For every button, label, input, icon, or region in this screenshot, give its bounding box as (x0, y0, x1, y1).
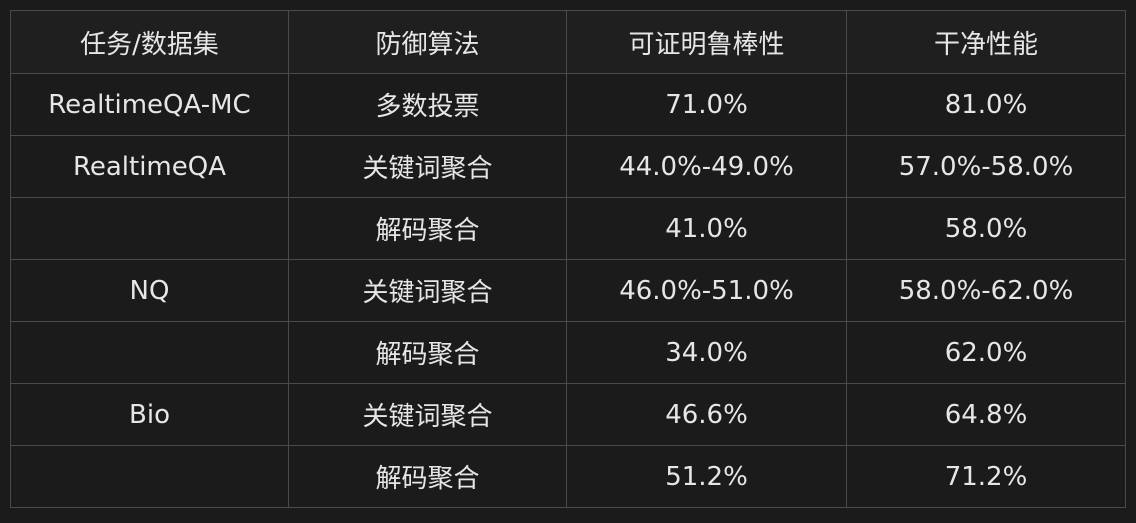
table-row: NQ 关键词聚合 46.0%-51.0% 58.0%-62.0% (10, 259, 1126, 322)
cell-robustness: 44.0%-49.0% (566, 135, 847, 198)
cell-robustness: 34.0% (566, 321, 847, 384)
table-row: 解码聚合 34.0% 62.0% (10, 321, 1126, 384)
cell-clean: 57.0%-58.0% (846, 135, 1126, 198)
header-row: 任务/数据集 防御算法 可证明鲁棒性 干净性能 (10, 10, 1126, 74)
cell-clean: 62.0% (846, 321, 1126, 384)
cell-defense: 关键词聚合 (288, 383, 567, 446)
cell-defense: 关键词聚合 (288, 135, 567, 198)
cell-clean: 71.2% (846, 445, 1126, 508)
header-defense-algorithm: 防御算法 (288, 10, 567, 74)
cell-task (10, 445, 289, 508)
header-clean-performance: 干净性能 (846, 10, 1126, 74)
cell-clean: 64.8% (846, 383, 1126, 446)
cell-defense: 关键词聚合 (288, 259, 567, 322)
table-row: RealtimeQA 关键词聚合 44.0%-49.0% 57.0%-58.0% (10, 135, 1126, 198)
cell-clean: 81.0% (846, 73, 1126, 136)
cell-task: NQ (10, 259, 289, 322)
cell-clean: 58.0%-62.0% (846, 259, 1126, 322)
header-certified-robustness: 可证明鲁棒性 (566, 10, 847, 74)
cell-task: RealtimeQA-MC (10, 73, 289, 136)
cell-task (10, 321, 289, 384)
header-task-dataset: 任务/数据集 (10, 10, 289, 74)
cell-clean: 58.0% (846, 197, 1126, 260)
cell-defense: 多数投票 (288, 73, 567, 136)
results-table: 任务/数据集 防御算法 可证明鲁棒性 干净性能 RealtimeQA-MC 多数… (10, 10, 1126, 508)
results-table-container: 任务/数据集 防御算法 可证明鲁棒性 干净性能 RealtimeQA-MC 多数… (10, 10, 1126, 510)
cell-robustness: 41.0% (566, 197, 847, 260)
cell-robustness: 46.6% (566, 383, 847, 446)
table-row: 解码聚合 51.2% 71.2% (10, 445, 1126, 508)
table-row: Bio 关键词聚合 46.6% 64.8% (10, 383, 1126, 446)
cell-defense: 解码聚合 (288, 197, 567, 260)
table-row: RealtimeQA-MC 多数投票 71.0% 81.0% (10, 73, 1126, 136)
cell-task (10, 197, 289, 260)
table-body: RealtimeQA-MC 多数投票 71.0% 81.0% RealtimeQ… (10, 73, 1126, 508)
cell-task: RealtimeQA (10, 135, 289, 198)
cell-robustness: 46.0%-51.0% (566, 259, 847, 322)
cell-defense: 解码聚合 (288, 321, 567, 384)
cell-task: Bio (10, 383, 289, 446)
table-row: 解码聚合 41.0% 58.0% (10, 197, 1126, 260)
cell-defense: 解码聚合 (288, 445, 567, 508)
table-header: 任务/数据集 防御算法 可证明鲁棒性 干净性能 (10, 10, 1126, 74)
cell-robustness: 71.0% (566, 73, 847, 136)
cell-robustness: 51.2% (566, 445, 847, 508)
